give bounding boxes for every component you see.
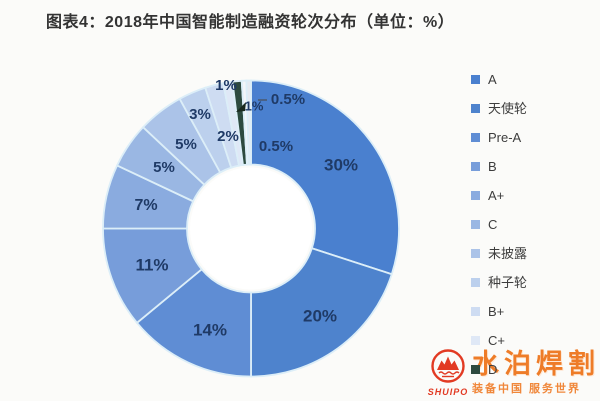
- legend-item-天使轮: 天使轮: [471, 101, 527, 116]
- donut-hole: [190, 167, 312, 290]
- legend-label: B: [488, 159, 497, 174]
- watermark-slogan: 装备中国 服务世界: [472, 383, 582, 395]
- slice-value-label-D: 1%: [245, 98, 264, 113]
- legend-swatch-icon: [471, 307, 480, 316]
- watermark-text: 水泊焊割 装备中国 服务世界: [472, 348, 600, 396]
- slice-value-label-unlabeled-12: 0.5%: [259, 138, 293, 155]
- legend-swatch-icon: [471, 220, 480, 229]
- legend-swatch-icon: [471, 278, 480, 287]
- slice-value-label-B: 11%: [135, 255, 168, 274]
- slice-value-label-B+: 2%: [217, 128, 239, 145]
- legend-item-A: A: [471, 72, 527, 87]
- slice-value-label-unlabeled-11: 0.5%: [271, 91, 305, 108]
- legend-swatch-icon: [471, 162, 480, 171]
- watermark-latin: SHUIPO: [427, 387, 469, 397]
- slice-value-label-A+: 7%: [134, 197, 157, 214]
- pie-slice-A: [250, 79, 400, 276]
- legend-item-B: B: [471, 159, 527, 174]
- legend-item-A+: A+: [471, 188, 527, 203]
- slice-value-label-Pre-A: 14%: [193, 320, 227, 339]
- slice-value-label-天使轮: 20%: [303, 306, 337, 325]
- legend-label: Pre-A: [488, 130, 522, 145]
- slice-value-label-种子轮: 3%: [189, 106, 211, 123]
- legend-label: C+: [488, 333, 505, 348]
- legend-item-B+: B+: [471, 304, 527, 319]
- legend-label: B+: [488, 304, 505, 319]
- legend-label: C: [488, 217, 498, 232]
- legend-swatch-icon: [471, 336, 480, 345]
- shuipo-mountain-icon: [431, 349, 465, 383]
- legend-swatch-icon: [471, 249, 480, 258]
- shuipo-logo: SHUIPO: [427, 348, 469, 397]
- leader-arrow-icon: [236, 102, 246, 112]
- legend-item-C+: C+: [471, 333, 527, 348]
- watermark-brand: 水泊焊割: [472, 349, 600, 379]
- slice-value-label-C+: 1%: [215, 77, 237, 94]
- slice-value-label-C: 5%: [153, 159, 175, 176]
- legend-label: 未披露: [488, 246, 528, 261]
- legend-label: A+: [488, 188, 505, 203]
- pie-slice-天使轮: [250, 247, 393, 378]
- legend-item-未披露: 未披露: [471, 246, 527, 261]
- legend-swatch-icon: [471, 365, 480, 374]
- legend-label: A: [488, 72, 497, 87]
- legend-label: 种子轮: [488, 275, 528, 290]
- legend-label: D: [488, 362, 498, 377]
- legend-item-种子轮: 种子轮: [471, 275, 527, 290]
- slice-value-label-A: 30%: [324, 155, 358, 174]
- slice-value-label-未披露: 5%: [175, 136, 197, 153]
- legend-item-D: D: [471, 362, 527, 377]
- pie-slice-unlabeled-12: [245, 79, 252, 166]
- legend-swatch-icon: [471, 191, 480, 200]
- legend: A 天使轮 Pre-A B A+ C 未披露种子轮 B+ C+ D: [471, 72, 527, 391]
- legend-item-C: C: [471, 217, 527, 232]
- legend-label: 天使轮: [488, 101, 528, 116]
- legend-swatch-icon: [471, 75, 480, 84]
- watermark: SHUIPO 水泊焊割 装备中国 服务世界: [427, 348, 600, 397]
- legend-swatch-icon: [471, 104, 480, 113]
- legend-swatch-icon: [471, 133, 480, 142]
- legend-item-Pre-A: Pre-A: [471, 130, 527, 145]
- chart-title: 图表4：2018年中国智能制造融资轮次分布（单位：%）: [46, 14, 455, 31]
